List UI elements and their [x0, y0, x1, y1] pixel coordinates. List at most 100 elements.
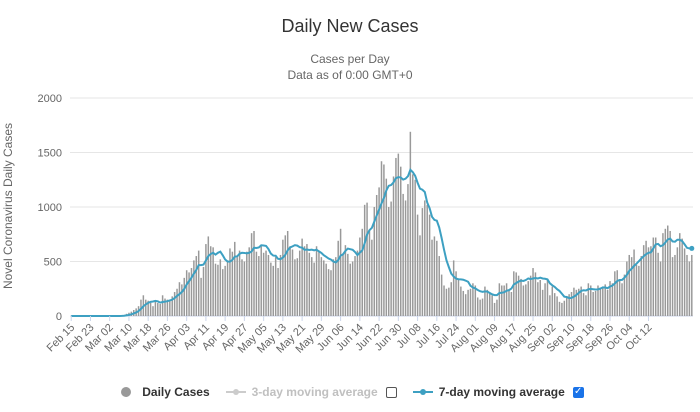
bar — [467, 289, 469, 316]
chart-svg: Daily New Cases Cases per Day Data as of… — [1, 16, 695, 356]
bar — [212, 247, 214, 316]
bar — [241, 259, 243, 316]
bar — [214, 263, 217, 316]
bar — [508, 290, 510, 316]
bar — [561, 302, 563, 316]
bar — [590, 285, 592, 316]
bar — [267, 254, 270, 316]
bar — [258, 256, 260, 316]
bar — [621, 283, 623, 316]
bar — [546, 280, 549, 316]
bar — [580, 286, 582, 316]
bar — [525, 284, 527, 316]
bar — [219, 259, 222, 316]
bar — [152, 306, 154, 316]
bar — [638, 265, 640, 316]
bar — [486, 289, 489, 316]
bar — [443, 285, 445, 316]
bar — [565, 297, 568, 316]
bar — [517, 275, 520, 316]
bar — [173, 292, 176, 316]
bar — [253, 230, 255, 316]
bar — [544, 283, 546, 316]
legend-7day-average[interactable]: 7-day moving average ✓ — [412, 385, 584, 399]
bar — [409, 131, 412, 316]
bar — [359, 237, 361, 316]
bar — [457, 278, 460, 316]
bar — [549, 295, 551, 316]
bar — [628, 254, 630, 316]
bar — [671, 257, 674, 316]
bar — [460, 286, 462, 316]
legend-daily-cases[interactable]: Daily Cases — [116, 385, 210, 399]
bar — [674, 254, 676, 316]
bar — [183, 277, 185, 316]
bar — [474, 285, 477, 316]
legend-7day-label: 7-day moving average — [438, 385, 565, 399]
bar — [469, 288, 472, 316]
bar — [383, 164, 385, 316]
bar — [387, 207, 390, 316]
bar — [440, 274, 443, 316]
bar — [181, 284, 183, 316]
bar — [424, 200, 426, 316]
bar — [260, 246, 262, 316]
bar — [623, 274, 626, 316]
bar — [541, 289, 544, 316]
bar — [294, 259, 296, 316]
bar — [539, 280, 541, 316]
checkbox-3day[interactable] — [385, 386, 397, 398]
bar — [455, 271, 457, 316]
checkbox-7day[interactable]: ✓ — [572, 386, 584, 398]
bar — [445, 288, 448, 316]
bar — [503, 285, 505, 316]
legend-3day-average[interactable]: 3-day moving average — [225, 385, 397, 399]
bar — [234, 241, 236, 316]
bar — [145, 299, 147, 316]
circle-icon — [116, 385, 136, 399]
bar — [378, 187, 380, 316]
legend: Daily Cases 3-day moving average 7-day m… — [0, 380, 700, 404]
bar — [224, 265, 226, 316]
bar — [164, 298, 166, 316]
bar — [616, 270, 618, 316]
bar — [270, 262, 272, 316]
bar — [568, 294, 570, 316]
bar — [169, 300, 171, 316]
bar — [609, 281, 611, 316]
bar — [375, 195, 378, 316]
bar — [265, 250, 267, 316]
bar — [448, 287, 450, 316]
bar — [452, 260, 455, 316]
bar — [602, 286, 604, 316]
bar — [476, 297, 479, 316]
bar — [407, 184, 409, 316]
bar — [594, 290, 597, 316]
bar — [323, 260, 325, 316]
bar — [284, 235, 287, 316]
bar — [159, 304, 161, 316]
bar — [438, 256, 440, 316]
bar — [412, 174, 414, 316]
bar — [188, 272, 190, 316]
bar — [599, 287, 602, 316]
bar — [380, 161, 383, 316]
bar — [337, 240, 339, 316]
bar — [556, 296, 558, 316]
y-tick-label: 1000 — [38, 202, 62, 214]
moving-average — [71, 167, 695, 317]
bar — [354, 256, 356, 316]
bar — [209, 246, 212, 316]
bar — [185, 270, 188, 316]
line-dot-icon — [412, 385, 433, 399]
bar — [551, 286, 554, 316]
y-tick-label: 2000 — [38, 93, 62, 105]
bar — [578, 288, 580, 316]
bar — [262, 252, 265, 316]
bar — [282, 239, 284, 316]
bars — [116, 131, 693, 316]
bar — [195, 256, 198, 316]
bar — [298, 250, 301, 316]
bar — [342, 254, 344, 316]
bar — [255, 251, 258, 316]
